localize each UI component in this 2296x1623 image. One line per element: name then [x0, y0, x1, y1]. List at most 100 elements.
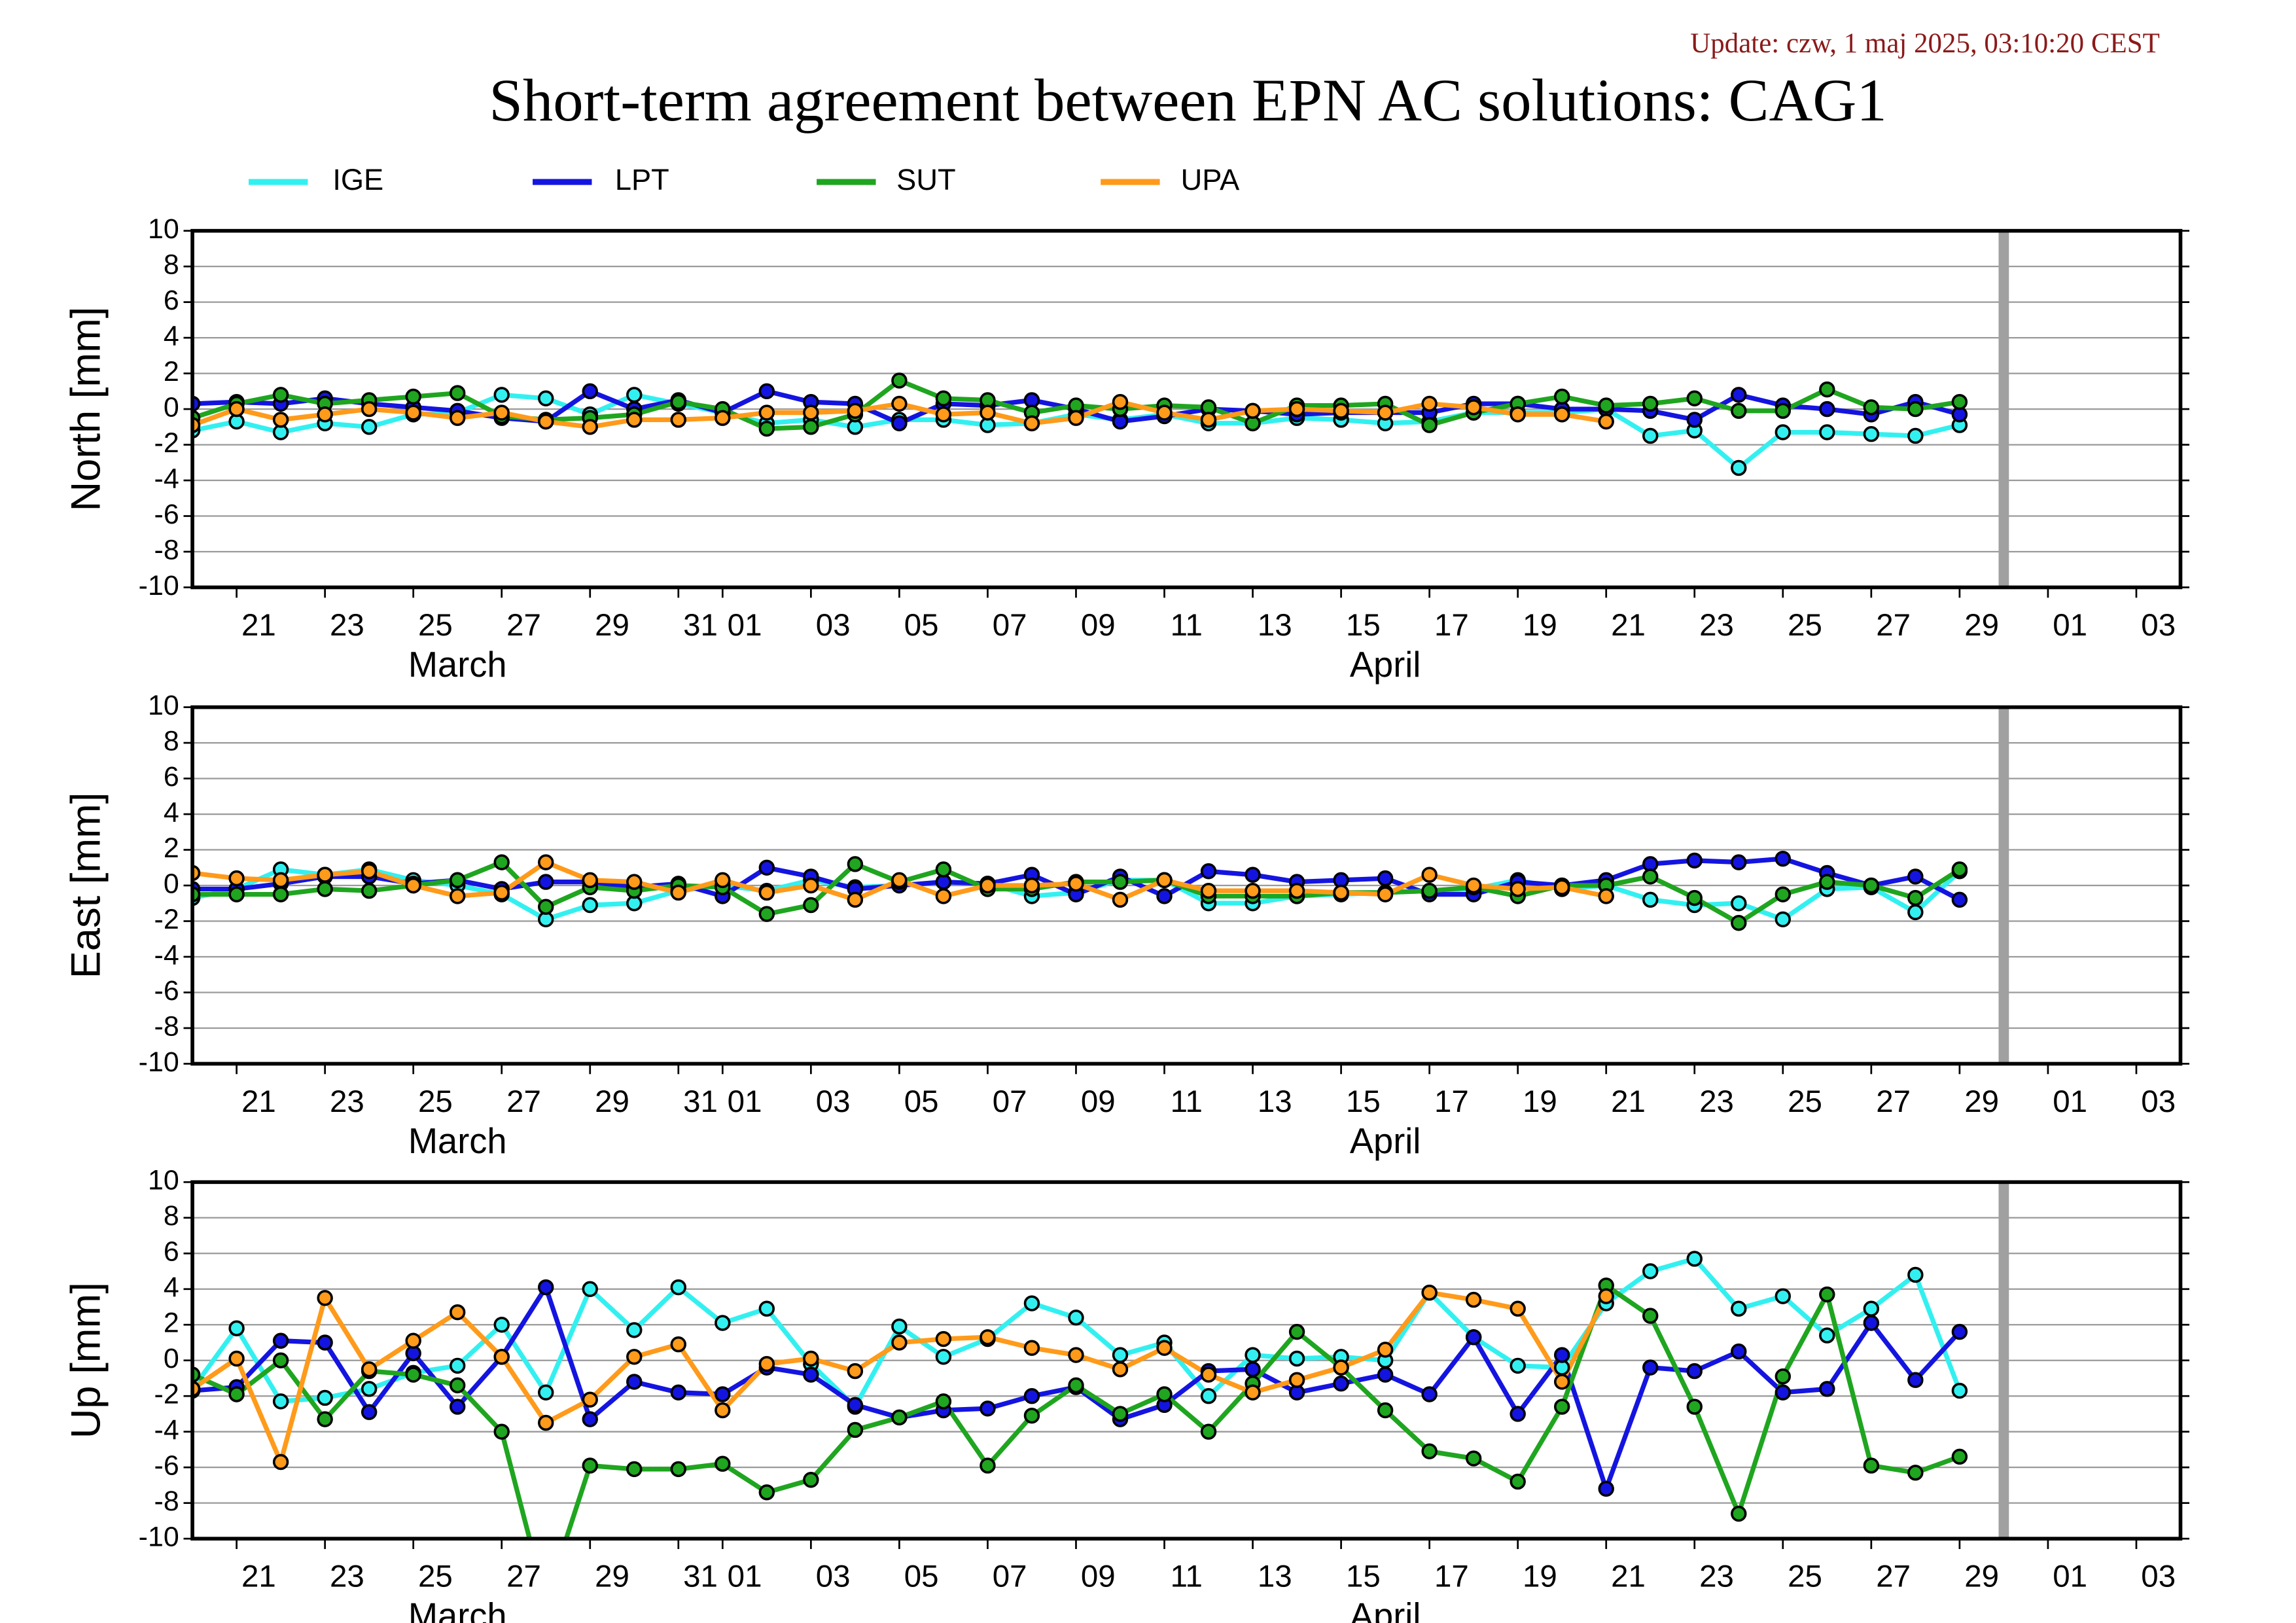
- y-tick-label: -8: [154, 534, 179, 565]
- data-point: [538, 1279, 554, 1296]
- data-point: [1951, 1448, 1968, 1465]
- y-tick-label: 4: [164, 320, 179, 351]
- data-point: [405, 1332, 421, 1349]
- x-tick-label: 21: [1611, 608, 1646, 643]
- data-point: [317, 1334, 333, 1351]
- data-point: [1553, 1374, 1570, 1390]
- data-point: [1951, 1382, 1968, 1399]
- data-point: [228, 1320, 245, 1336]
- data-point: [582, 897, 598, 914]
- x-tick-label: 03: [816, 1084, 851, 1119]
- data-point: [1642, 1308, 1659, 1324]
- data-point: [715, 1386, 731, 1402]
- data-point: [1642, 868, 1659, 885]
- data-point: [1642, 395, 1659, 412]
- y-tick-label: 0: [164, 868, 179, 899]
- data-point: [715, 1455, 731, 1472]
- data-point: [1421, 417, 1438, 433]
- data-point: [493, 1423, 510, 1440]
- data-point: [361, 863, 378, 880]
- month-label: March: [408, 1597, 507, 1623]
- data-point: [715, 872, 731, 889]
- update-stamp: Update: czw, 1 maj 2025, 03:10:20 CEST: [1690, 28, 2160, 59]
- data-point: [1068, 876, 1084, 892]
- x-tick-label: 31: [683, 1084, 718, 1119]
- data-point: [1465, 877, 1482, 894]
- data-point: [803, 897, 819, 914]
- data-point: [538, 854, 554, 870]
- data-point: [758, 383, 775, 400]
- data-point: [1907, 868, 1924, 885]
- x-tick-label: 03: [816, 1560, 851, 1594]
- x-tick-label: 05: [904, 608, 939, 643]
- data-point: [1686, 1399, 1703, 1415]
- legend-label: UPA: [1181, 163, 1240, 196]
- data-point: [317, 1411, 333, 1427]
- data-point: [1377, 1342, 1394, 1358]
- plot-area: [192, 850, 1968, 931]
- data-point: [1245, 1384, 1261, 1400]
- data-point: [1907, 889, 1924, 906]
- data-point: [493, 1349, 510, 1365]
- data-point: [405, 877, 421, 894]
- y-tick-label: 4: [164, 1272, 179, 1303]
- data-point: [405, 388, 421, 405]
- data-point: [758, 420, 775, 437]
- legend-label: IGE: [332, 163, 383, 196]
- data-point: [582, 1457, 598, 1474]
- data-point: [361, 1381, 378, 1397]
- x-tick-label: 09: [1081, 1560, 1116, 1594]
- data-point: [980, 1329, 996, 1346]
- data-point: [582, 1391, 598, 1408]
- data-point: [1951, 861, 1968, 878]
- legend-label: LPT: [615, 163, 669, 196]
- x-tick-label: 07: [993, 608, 1027, 643]
- data-point: [1863, 877, 1880, 894]
- data-point: [1642, 427, 1659, 444]
- x-tick-label: 01: [2053, 1560, 2087, 1594]
- y-tick-label: 2: [164, 832, 179, 864]
- data-point: [272, 886, 289, 902]
- data-point: [1510, 1357, 1526, 1374]
- data-point: [1068, 410, 1084, 426]
- data-point: [891, 415, 908, 432]
- data-point: [1731, 1505, 1747, 1522]
- data-point: [803, 1472, 819, 1488]
- data-point: [1863, 426, 1880, 442]
- data-point: [891, 395, 908, 412]
- data-point: [1068, 1347, 1084, 1363]
- data-point: [493, 404, 510, 421]
- data-point: [1819, 424, 1835, 440]
- data-point: [1377, 404, 1394, 421]
- data-point: [1421, 395, 1438, 412]
- data-point: [272, 1393, 289, 1410]
- y-tick-label: 0: [164, 1343, 179, 1374]
- data-point: [715, 1402, 731, 1419]
- data-point: [758, 404, 775, 421]
- y-tick-label: 10: [148, 690, 179, 721]
- data-point: [715, 1315, 731, 1331]
- data-point: [1907, 401, 1924, 418]
- data-point: [758, 906, 775, 922]
- data-point: [449, 410, 466, 426]
- data-point: [317, 866, 333, 883]
- y-tick-label: 0: [164, 391, 179, 423]
- x-tick-label: 21: [1611, 1560, 1646, 1594]
- data-point: [361, 883, 378, 899]
- data-point: [493, 1317, 510, 1333]
- x-tick-label: 29: [1964, 1084, 1999, 1119]
- data-point: [1598, 888, 1614, 904]
- data-point: [1377, 886, 1394, 902]
- y-axis-label: Up [mm]: [63, 1282, 109, 1438]
- y-tick-label: -10: [139, 1521, 179, 1552]
- data-point: [1023, 1407, 1040, 1424]
- x-tick-label: 23: [330, 1084, 364, 1119]
- data-point: [1200, 863, 1217, 880]
- data-point: [980, 1400, 996, 1417]
- y-axis-label: East [mm]: [63, 793, 109, 979]
- data-point: [1023, 1340, 1040, 1356]
- y-tick-label: 2: [164, 1308, 179, 1339]
- data-point: [1775, 886, 1792, 902]
- data-point: [1465, 399, 1482, 416]
- data-point: [1333, 1375, 1349, 1392]
